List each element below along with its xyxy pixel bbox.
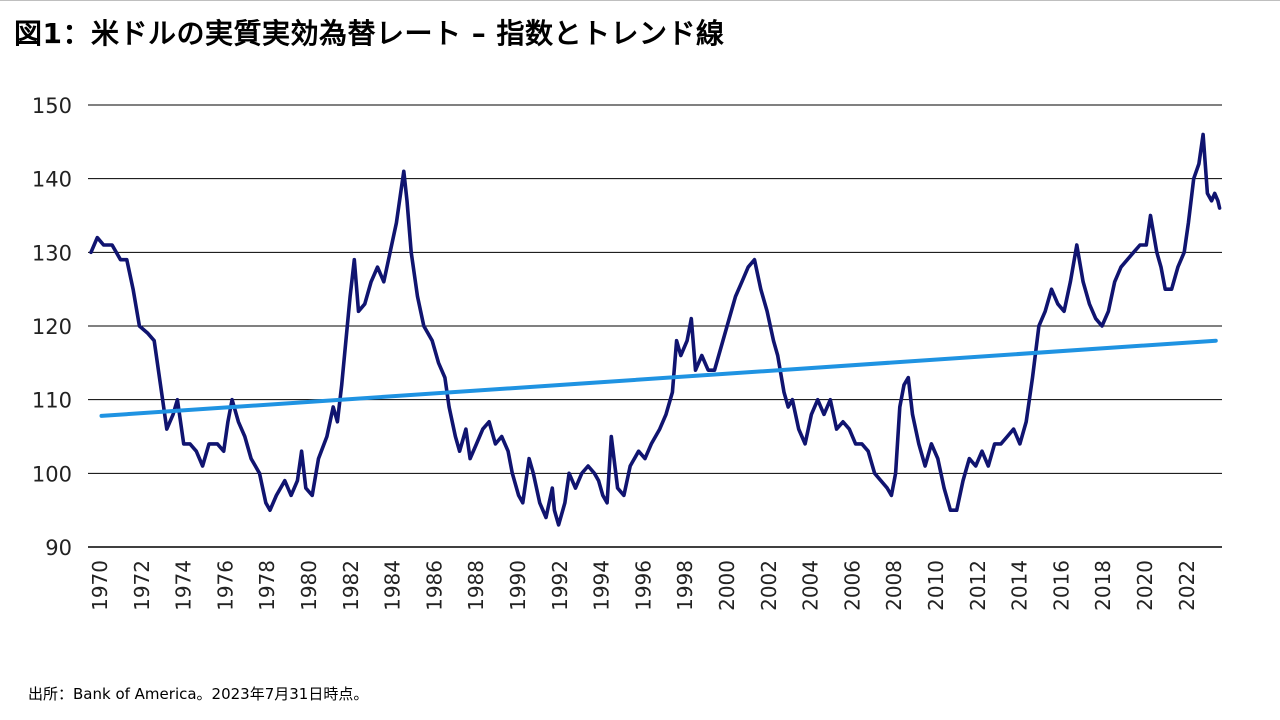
x-tick-label-1998: 1998 (673, 560, 697, 611)
y-tick-label-100: 100 (32, 462, 72, 486)
x-tick-label-2002: 2002 (757, 560, 781, 611)
trend-line (99, 338, 1218, 418)
top-divider (0, 0, 1280, 1)
source-note: 出所：Bank of America。2023年7月31日時点。 (28, 685, 369, 703)
x-tick-label-1990: 1990 (506, 560, 530, 611)
y-tick-label-120: 120 (32, 315, 72, 339)
x-tick-label-2022: 2022 (1175, 560, 1199, 611)
x-tick-label-1984: 1984 (381, 560, 405, 611)
x-tick-label-2016: 2016 (1049, 560, 1073, 611)
x-tick-label-2010: 2010 (924, 560, 948, 611)
y-axis-tick-labels: 90 100 110 120 130 140 150 (32, 94, 72, 560)
x-tick-label-2014: 2014 (1008, 560, 1032, 611)
series-lines (89, 132, 1222, 527)
x-tick-label-1978: 1978 (255, 560, 279, 611)
x-tick-label-1996: 1996 (631, 560, 655, 611)
x-tick-label-2006: 2006 (840, 560, 864, 611)
x-tick-label-1976: 1976 (213, 560, 237, 611)
x-tick-label-1986: 1986 (422, 560, 446, 611)
y-tick-label-90: 90 (45, 536, 72, 560)
x-tick-label-2008: 2008 (882, 560, 906, 611)
y-tick-label-150: 150 (32, 94, 72, 118)
x-tick-label-2018: 2018 (1091, 560, 1115, 611)
x-tick-label-1992: 1992 (548, 560, 572, 611)
x-tick-label-1970: 1970 (88, 560, 112, 611)
x-tick-label-1982: 1982 (339, 560, 363, 611)
x-tick-label-1974: 1974 (172, 560, 196, 611)
x-tick-label-2004: 2004 (799, 560, 823, 611)
gridlines (88, 104, 1222, 548)
x-tick-label-1988: 1988 (464, 560, 488, 611)
y-tick-label-140: 140 (32, 168, 72, 192)
x-tick-label-1972: 1972 (130, 560, 154, 611)
y-tick-label-110: 110 (32, 389, 72, 413)
y-tick-label-130: 130 (32, 241, 72, 265)
x-axis-tick-labels: 1970 1972 1974 1976 1978 1980 1982 1984 1986 1988… (88, 560, 1199, 611)
x-tick-label-2000: 2000 (715, 560, 739, 611)
x-tick-label-1994: 1994 (590, 560, 614, 611)
index-line (89, 132, 1222, 527)
x-tick-label-1980: 1980 (297, 560, 321, 611)
chart-title: 図1：米ドルの実質実効為替レート – 指数とトレンド線 (14, 17, 725, 50)
x-tick-label-2020: 2020 (1133, 560, 1157, 611)
x-tick-label-2012: 2012 (966, 560, 990, 611)
